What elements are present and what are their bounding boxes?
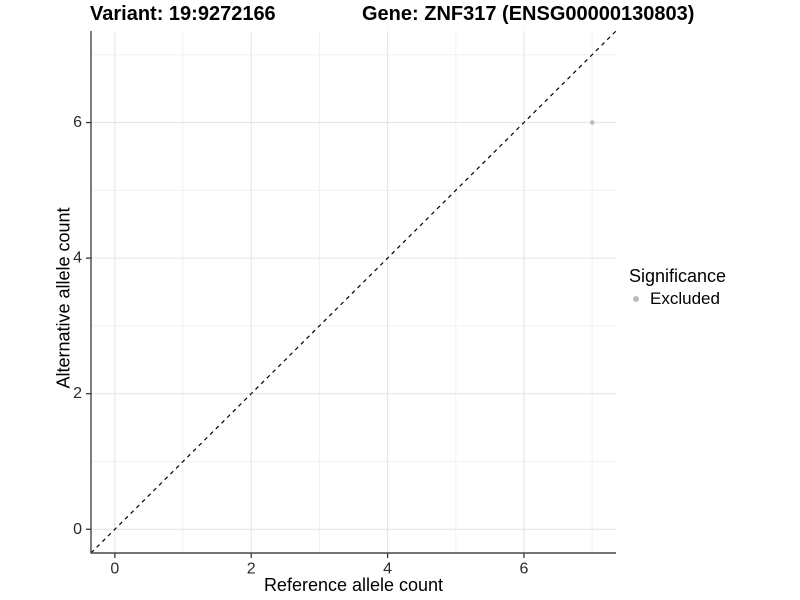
x-tick-label: 0 (110, 560, 119, 577)
x-tick-label: 2 (247, 560, 256, 577)
y-axis-title: Alternative allele count (53, 207, 74, 389)
y-tick-label: 6 (73, 114, 82, 131)
x-axis-title: Reference allele count (263, 575, 444, 595)
identity-reference-line (90, 30, 617, 554)
data-point (589, 120, 595, 125)
plot-title-variant: Variant: 19:9272166 (90, 3, 276, 25)
legend: Significance Excluded (627, 266, 727, 308)
plot-title-gene: Gene: ZNF317 (ENSG00000130803) (362, 3, 695, 25)
y-tick-label: 4 (73, 250, 82, 267)
circle-icon (633, 295, 639, 302)
x-tick-label: 6 (520, 560, 529, 577)
legend-title: Significance (629, 266, 727, 286)
y-tick-label: 2 (73, 385, 82, 402)
legend-item-label: Excluded (650, 289, 720, 308)
legend-items: Excluded (627, 290, 726, 307)
legend-item: Excluded (627, 290, 726, 307)
x-tick-label: 4 (383, 560, 392, 577)
y-tick-label: 0 (73, 521, 82, 538)
